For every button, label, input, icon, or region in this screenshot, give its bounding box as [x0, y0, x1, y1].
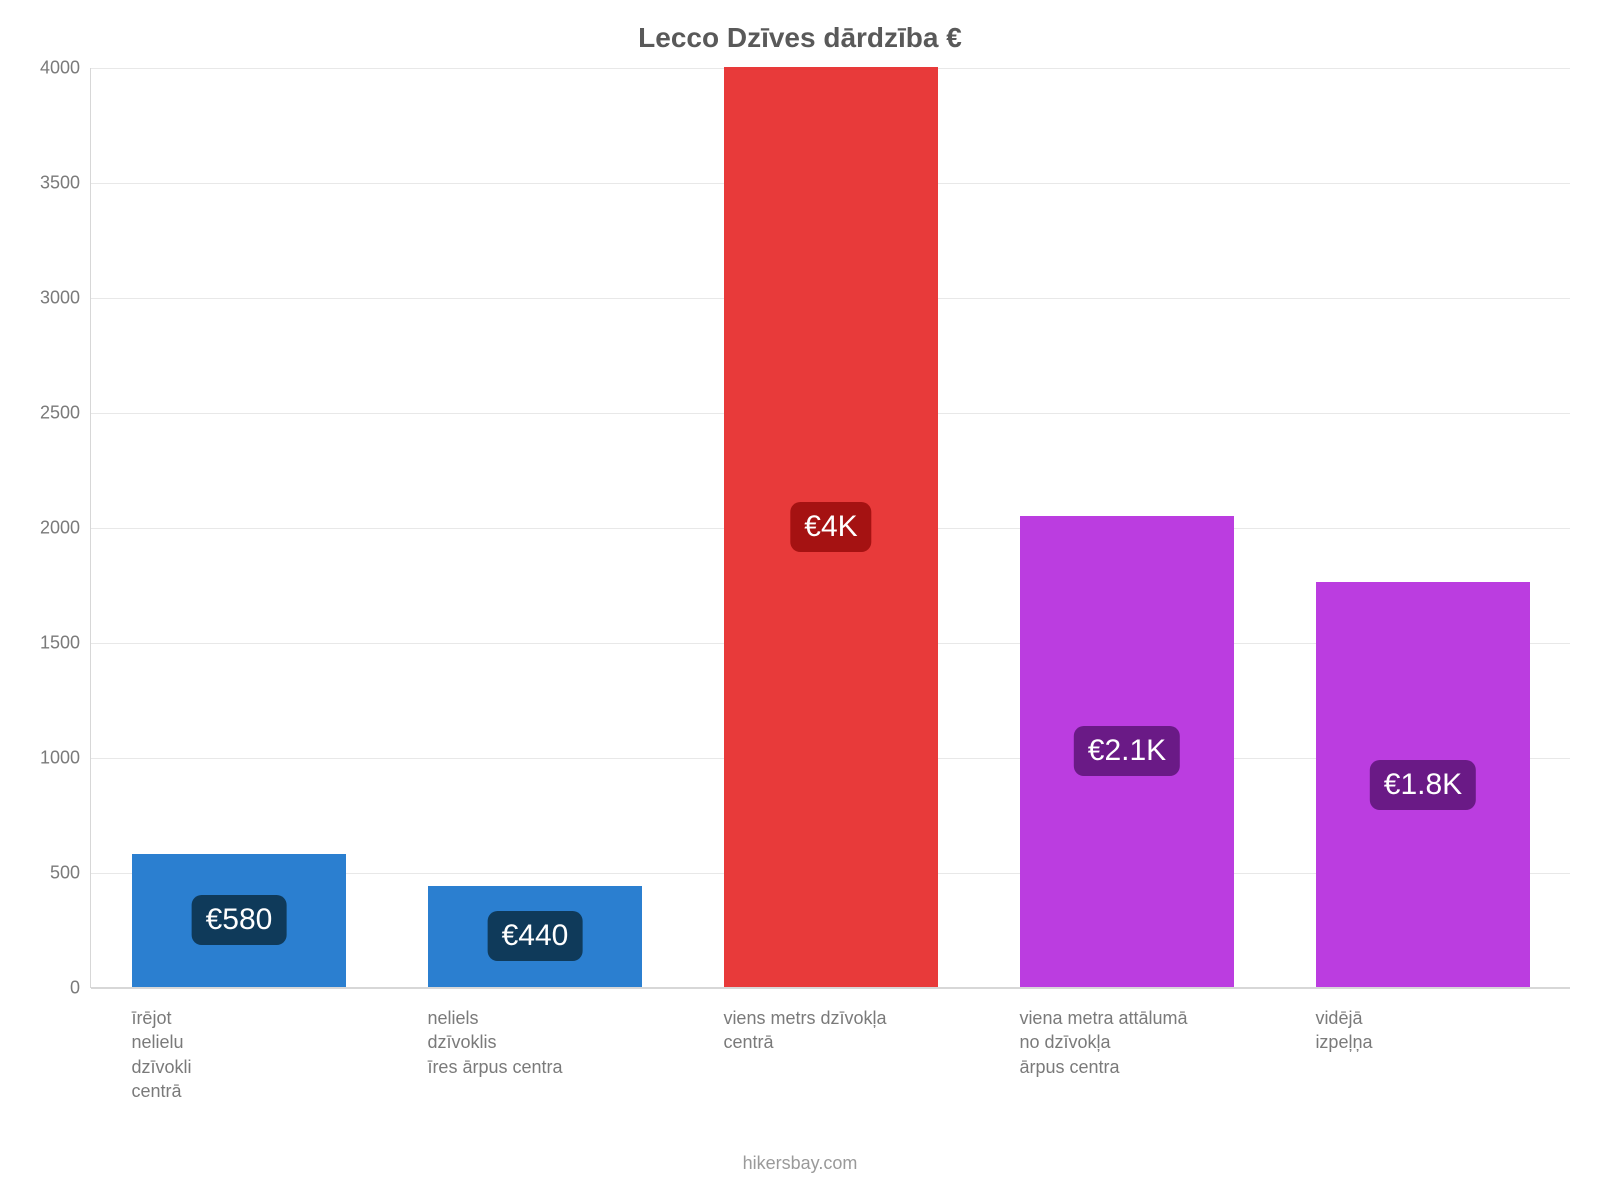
bar-value-label: €580 [192, 895, 287, 945]
x-category-label: neliels dzīvoklis īres ārpus centra [427, 1006, 562, 1079]
y-tick-label: 2000 [0, 518, 80, 539]
cost-of-living-chart: Lecco Dzīves dārdzība € €580 €440 €4K €2.1K… [0, 0, 1600, 1200]
bar: €2.1K [1020, 516, 1233, 988]
y-tick-label: 0 [0, 978, 80, 999]
bar-value-label: €440 [488, 911, 583, 961]
bar: €580 [132, 854, 345, 987]
bar-value-label: €2.1K [1074, 726, 1180, 776]
y-tick-label: 2500 [0, 403, 80, 424]
x-category-label: viena metra attālumā no dzīvokļa ārpus c… [1019, 1006, 1187, 1079]
x-category-label: viens metrs dzīvokļa centrā [723, 1006, 886, 1055]
y-tick-label: 3000 [0, 288, 80, 309]
plot-area: €580 €440 €4K €2.1K €1.8K [90, 68, 1570, 988]
gridline [91, 988, 1570, 989]
y-tick-label: 1500 [0, 633, 80, 654]
attribution: hikersbay.com [0, 1153, 1600, 1174]
y-tick-label: 1000 [0, 748, 80, 769]
bar: €4K [724, 67, 937, 987]
bar: €1.8K [1316, 582, 1529, 987]
bar-value-label: €1.8K [1370, 760, 1476, 810]
y-tick-label: 4000 [0, 58, 80, 79]
chart-title: Lecco Dzīves dārdzība € [0, 22, 1600, 54]
bar-value-label: €4K [790, 502, 871, 552]
x-category-label: īrējot nelielu dzīvokli centrā [131, 1006, 191, 1103]
y-tick-label: 500 [0, 863, 80, 884]
bar: €440 [428, 886, 641, 987]
x-category-label: vidējā izpeļņa [1315, 1006, 1372, 1055]
y-tick-label: 3500 [0, 173, 80, 194]
